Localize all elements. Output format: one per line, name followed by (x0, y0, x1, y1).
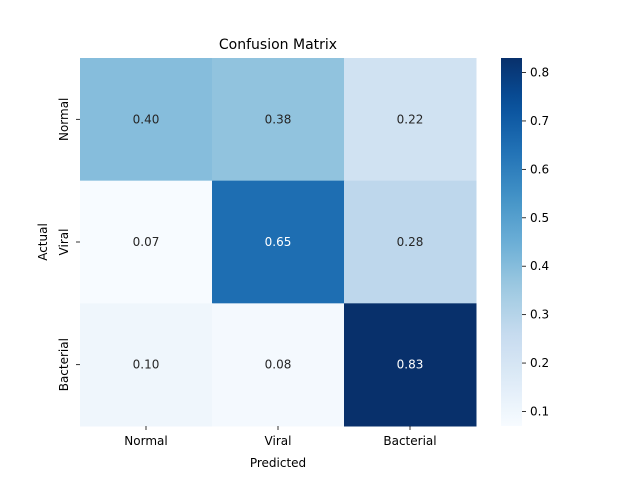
heatmap-cell (344, 303, 477, 427)
colorbar-tick-label: 0.2 (530, 356, 549, 370)
y-tick-labels: Normal Viral Bacterial (57, 98, 80, 391)
y-tick-label: Viral (57, 229, 71, 256)
cell-value-label: 0.22 (397, 112, 424, 126)
heatmap-cells: 0.40 0.38 0.22 0.07 0.65 0.28 0.10 0.08 0.83 (80, 58, 477, 427)
heatmap-cell (212, 180, 345, 304)
x-tick-label: Viral (265, 434, 292, 448)
heatmap-cell (80, 303, 213, 427)
heatmap-cell (212, 303, 345, 427)
y-axis-label: Actual (36, 223, 50, 261)
x-axis-label: Predicted (250, 456, 306, 470)
colorbar-tick-label: 0.4 (530, 259, 549, 273)
colorbar-tick-label: 0.7 (530, 114, 549, 128)
cell-value-label: 0.10 (133, 358, 160, 372)
colorbar-tick-label: 0.5 (530, 211, 549, 225)
heatmap-cell (344, 180, 477, 304)
heatmap-cell (212, 58, 345, 182)
cell-value-label: 0.83 (397, 358, 424, 372)
x-tick-label: Bacterial (383, 434, 436, 448)
chart-title: Confusion Matrix (219, 37, 337, 53)
cell-value-label: 0.07 (133, 235, 160, 249)
cell-value-label: 0.08 (265, 358, 292, 372)
colorbar: 0.1 0.2 0.3 0.4 0.5 0.6 0.7 0.8 (501, 58, 549, 426)
colorbar-tick-label: 0.1 (530, 404, 549, 418)
colorbar-tick-label: 0.3 (530, 308, 549, 322)
colorbar-tick-label: 0.6 (530, 162, 549, 176)
cell-value-label: 0.38 (265, 112, 292, 126)
heatmap-cell (344, 58, 477, 182)
cell-value-label: 0.40 (133, 112, 160, 126)
heatmap-cell (80, 180, 213, 304)
colorbar-tick-label: 0.8 (530, 66, 549, 80)
x-tick-label: Normal (124, 434, 167, 448)
x-tick-labels: Normal Viral Bacterial (124, 426, 437, 448)
cell-value-label: 0.28 (397, 235, 424, 249)
colorbar-gradient (501, 58, 522, 426)
y-tick-label: Bacterial (57, 338, 71, 391)
cell-value-label: 0.65 (265, 235, 292, 249)
heatmap-cell (80, 58, 213, 182)
y-tick-label: Normal (57, 98, 71, 141)
